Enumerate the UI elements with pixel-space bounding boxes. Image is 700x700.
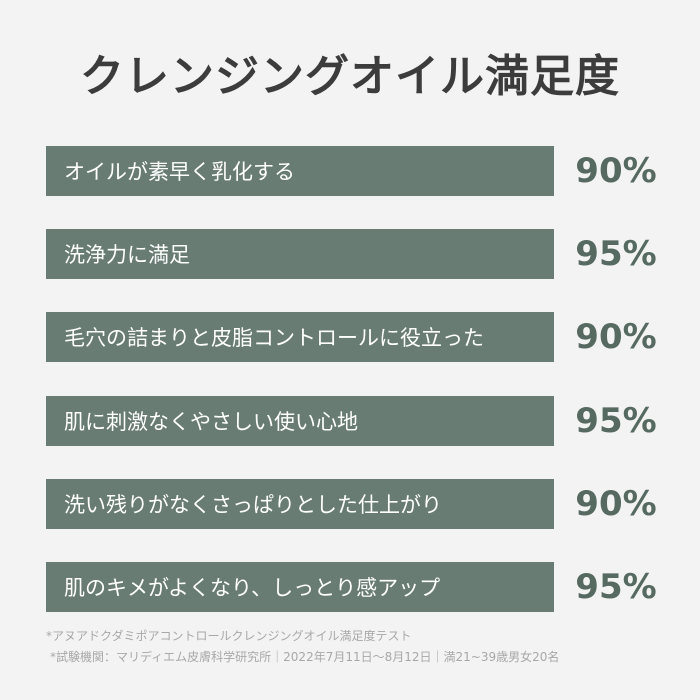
bar-label: 毛穴の詰まりと皮脂コントロールに役立った — [64, 326, 484, 351]
bar-label: 肌のキメがよくなり、しっとり感アップ — [64, 576, 441, 600]
value-label: 90% — [575, 317, 657, 358]
chart-title: クレンジングオイル満足度 — [80, 51, 620, 102]
bar-2: 洗浄力に満足 — [46, 229, 554, 280]
value-label: 90% — [575, 483, 657, 524]
bar-label: オイルが素早く乳化する — [64, 160, 295, 184]
value-label: 95% — [575, 567, 657, 607]
bar-6: 肌のキメがよくなり、しっとり感アップ — [46, 562, 554, 612]
value-label: 90% — [575, 151, 657, 191]
bar-label: 肌に刺激なくやさしい使い心地 — [64, 409, 358, 434]
value-label: 95% — [575, 234, 657, 275]
bar-4: 肌に刺激なくやさしい使い心地 — [46, 395, 554, 446]
bar-label: 洗浄力に満足 — [64, 243, 190, 268]
value-label: 95% — [575, 400, 657, 441]
bar-3: 毛穴の詰まりと皮脂コントロールに役立った — [46, 312, 554, 363]
bar-label: 洗い残りがなくさっぱりとした仕上がり — [64, 492, 442, 517]
bar-5: 洗い残りがなくさっぱりとした仕上がり — [46, 478, 554, 529]
bar-1: オイルが素早く乳化する — [46, 146, 554, 196]
footnote-test-name: *アヌアドクダミポアコントロールクレンジングオイル満足度テスト — [46, 629, 412, 643]
footnote-test-details: *試験機関：マリディエム皮膚科学研究所｜2022年7月11日〜8月12日｜満21… — [50, 650, 560, 664]
